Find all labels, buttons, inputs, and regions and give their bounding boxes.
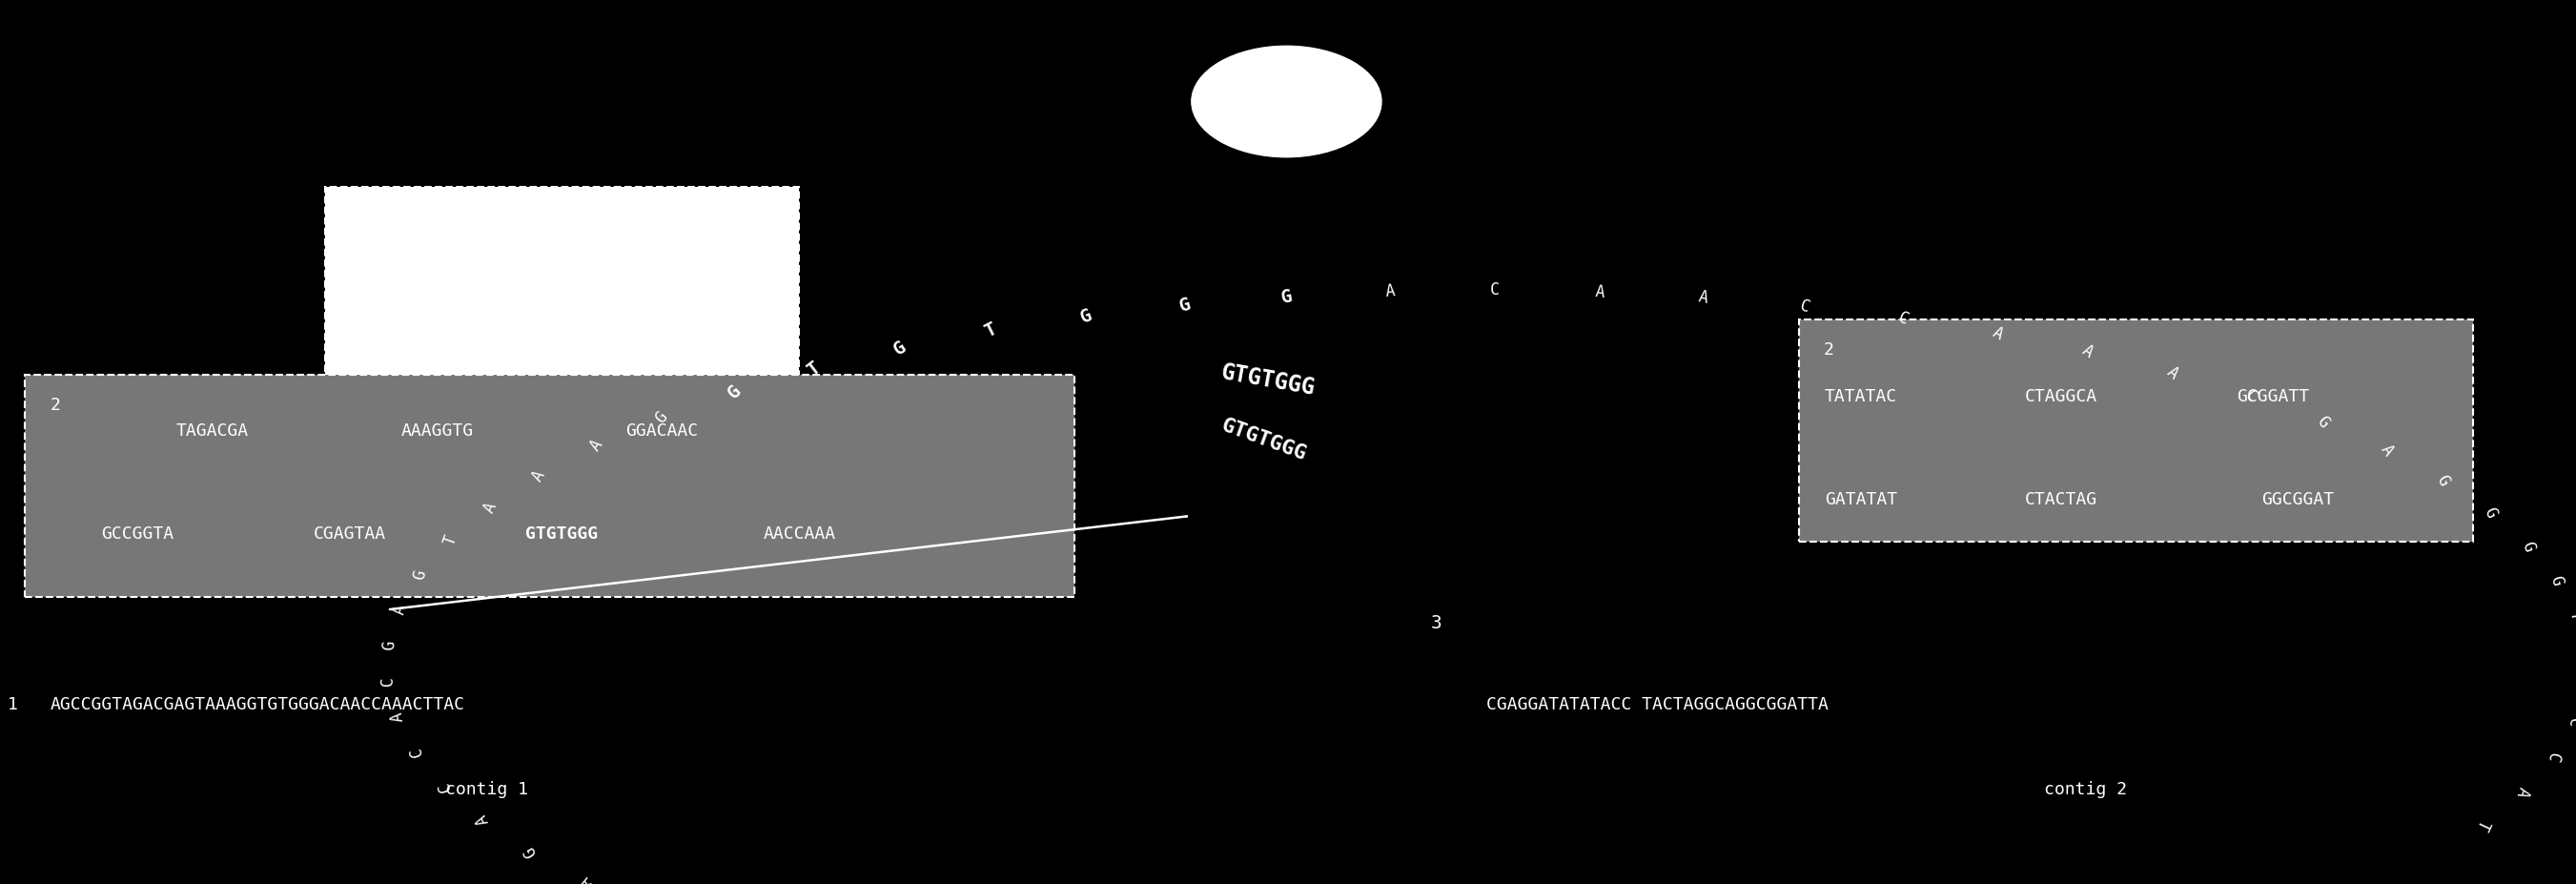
Text: G: G	[2548, 573, 2566, 586]
Text: G: G	[2519, 538, 2537, 552]
Text: A: A	[587, 437, 605, 454]
Text: C: C	[435, 778, 453, 793]
Text: G: G	[1280, 286, 1293, 306]
Text: CTACTAG: CTACTAG	[2025, 491, 2097, 507]
Text: GATATAT: GATATAT	[1824, 491, 1899, 507]
Text: A: A	[1595, 283, 1605, 301]
Text: C: C	[2563, 716, 2576, 728]
Text: G: G	[652, 408, 670, 427]
Text: GCGGATT: GCGGATT	[2236, 388, 2311, 405]
Text: G: G	[520, 842, 541, 859]
Text: G: G	[1077, 305, 1095, 326]
Text: G: G	[410, 568, 430, 581]
Text: C: C	[2543, 751, 2563, 764]
Text: G: G	[1177, 294, 1193, 315]
Text: TATATAC: TATATAC	[1824, 388, 1899, 405]
Text: AACCAAA: AACCAAA	[762, 524, 835, 542]
Text: T: T	[2473, 816, 2494, 832]
Text: contig 2: contig 2	[2045, 781, 2128, 797]
Text: A: A	[1386, 283, 1396, 301]
Text: A: A	[1698, 288, 1710, 307]
Text: 2: 2	[49, 397, 59, 414]
FancyBboxPatch shape	[26, 376, 1074, 598]
Text: T: T	[804, 358, 824, 379]
Text: C: C	[407, 744, 425, 758]
Text: G: G	[2481, 505, 2499, 520]
Text: C: C	[379, 675, 397, 685]
Text: GGCGGAT: GGCGGAT	[2262, 491, 2334, 507]
Text: CGAGTAA: CGAGTAA	[314, 524, 386, 542]
Text: AGCCGGTAGACGAGTAAAGGTGTGGGACAACCAAACTTAC: AGCCGGTAGACGAGTAAAGGTGTGGGACAACCAAACTTAC	[49, 696, 464, 713]
Text: C: C	[1896, 309, 1911, 328]
Text: A: A	[577, 872, 595, 884]
Text: G: G	[889, 338, 909, 359]
Text: C: C	[1798, 296, 1811, 316]
Text: TAGACGA: TAGACGA	[175, 423, 250, 439]
Text: GTGTGGG: GTGTGGG	[1218, 415, 1309, 463]
Text: G: G	[2313, 413, 2331, 431]
Text: A: A	[2164, 362, 2182, 382]
Text: contig 1: contig 1	[446, 781, 528, 797]
Text: GTGTGGG: GTGTGGG	[526, 524, 598, 542]
Text: G: G	[381, 639, 397, 650]
Text: A: A	[389, 710, 407, 722]
Text: A: A	[479, 499, 500, 514]
Text: C: C	[1492, 281, 1499, 299]
Text: A: A	[1989, 324, 2007, 343]
Text: 2: 2	[1824, 341, 1834, 358]
Text: A: A	[2079, 341, 2097, 361]
Text: A: A	[392, 603, 410, 615]
Text: G: G	[2432, 472, 2452, 489]
Text: T: T	[440, 532, 461, 547]
Text: AAAGGTG: AAAGGTG	[402, 423, 474, 439]
Text: GTGTGGG: GTGTGGG	[1218, 360, 1316, 400]
Text: A: A	[2512, 784, 2532, 798]
Text: CGAGGATATATACC TACTAGGCAGGCGGATTA: CGAGGATATATACC TACTAGGCAGGCGGATTA	[1486, 696, 1829, 713]
Text: T: T	[981, 320, 999, 341]
Text: GGACAAC: GGACAAC	[626, 423, 698, 439]
Text: C: C	[2241, 386, 2262, 405]
Text: A: A	[528, 467, 549, 484]
FancyBboxPatch shape	[325, 187, 799, 409]
Text: 1: 1	[8, 696, 18, 713]
FancyBboxPatch shape	[1798, 320, 2473, 542]
Text: 3: 3	[1430, 613, 1443, 632]
Text: A: A	[2378, 441, 2396, 459]
Text: CTAGGCA: CTAGGCA	[2025, 388, 2097, 405]
Text: T: T	[2566, 609, 2576, 621]
Text: G: G	[724, 381, 744, 402]
Text: GCCGGTA: GCCGGTA	[100, 524, 173, 542]
Text: A: A	[474, 811, 492, 827]
Ellipse shape	[1193, 47, 1381, 158]
